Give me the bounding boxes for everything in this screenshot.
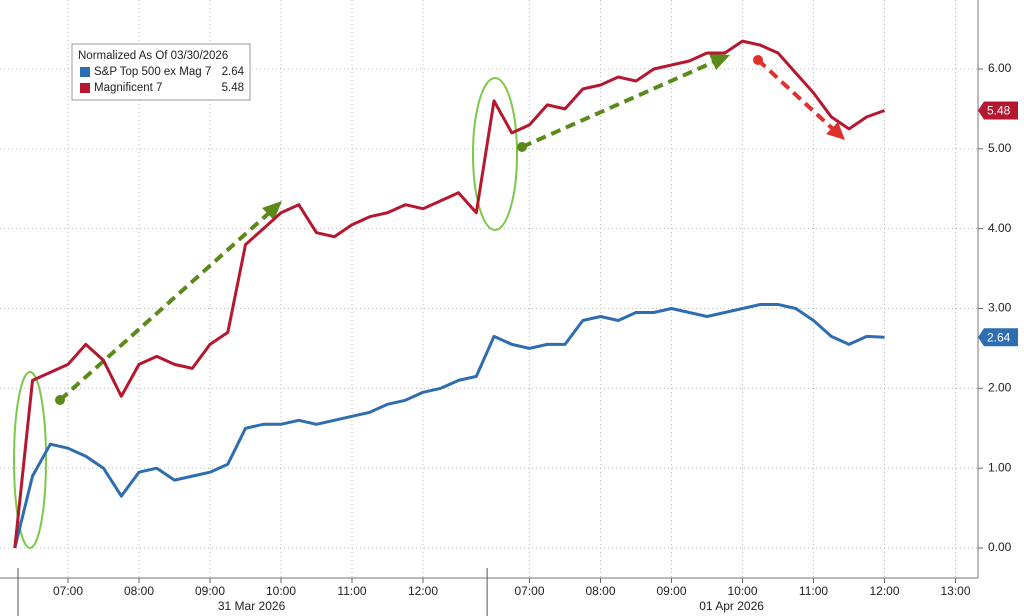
legend-label: S&P Top 500 ex Mag 7: [94, 66, 211, 78]
annotations: [13, 54, 845, 549]
x-tick-label: 13:00: [940, 584, 970, 598]
arrow-start: [55, 395, 65, 405]
x-tick-label: 09:00: [656, 584, 686, 598]
highlight-ellipse: [472, 77, 518, 231]
legend-value: 2.64: [222, 66, 245, 78]
legend-box: [71, 43, 251, 101]
y-tick-label: 0.00: [988, 540, 1012, 554]
legend-title: Normalized As Of 03/30/2026: [78, 50, 228, 62]
value-badge: [978, 101, 1018, 120]
legend-swatch: [80, 83, 90, 93]
arrow-head: [262, 201, 282, 220]
x-tick-label: 09:00: [195, 584, 225, 598]
arrow-head: [826, 122, 845, 140]
arrow-start: [753, 55, 763, 65]
x-tick-label: 08:00: [124, 584, 154, 598]
trend-arrow: [521, 59, 717, 149]
x-tick-label: 07:00: [53, 584, 83, 598]
x-tick-label: 12:00: [869, 584, 899, 598]
x-tick-label: 10:00: [727, 584, 757, 598]
date-label: 01 Apr 2026: [699, 599, 764, 613]
y-tick-label: 1.00: [988, 460, 1012, 474]
x-tick-label: 08:00: [585, 584, 615, 598]
trend-arrow: [58, 210, 272, 402]
x-tick-label: 07:00: [514, 584, 544, 598]
legend-swatch: [80, 67, 90, 77]
y-tick-label: 5.00: [988, 141, 1012, 155]
legend-label: Magnificent 7: [94, 82, 162, 94]
legend: Normalized As Of 03/30/2026 S&P Top 500 e…: [71, 43, 251, 101]
x-tick-label: 10:00: [266, 584, 296, 598]
arrow-head: [709, 54, 730, 70]
value-badge: [978, 328, 1018, 347]
x-tick-label: 11:00: [337, 584, 366, 598]
series-line: [13, 39, 886, 549]
legend-value: 5.48: [222, 82, 244, 94]
y-tick-label: 6.00: [988, 61, 1012, 75]
date-label: 31 Mar 2026: [218, 599, 286, 613]
x-tick-label: 11:00: [799, 584, 828, 598]
value-badge-label: 2.64: [987, 330, 1011, 344]
highlight-ellipse: [13, 371, 47, 549]
value-badge-label: 5.48: [987, 104, 1011, 118]
y-tick-label: 3.00: [988, 301, 1012, 315]
x-tick-label: 12:00: [408, 584, 438, 598]
series-line: [13, 303, 885, 549]
y-tick-label: 2.00: [988, 381, 1012, 395]
y-tick-label: 4.00: [988, 221, 1012, 235]
arrow-start: [517, 142, 527, 152]
trend-arrow: [756, 58, 836, 132]
